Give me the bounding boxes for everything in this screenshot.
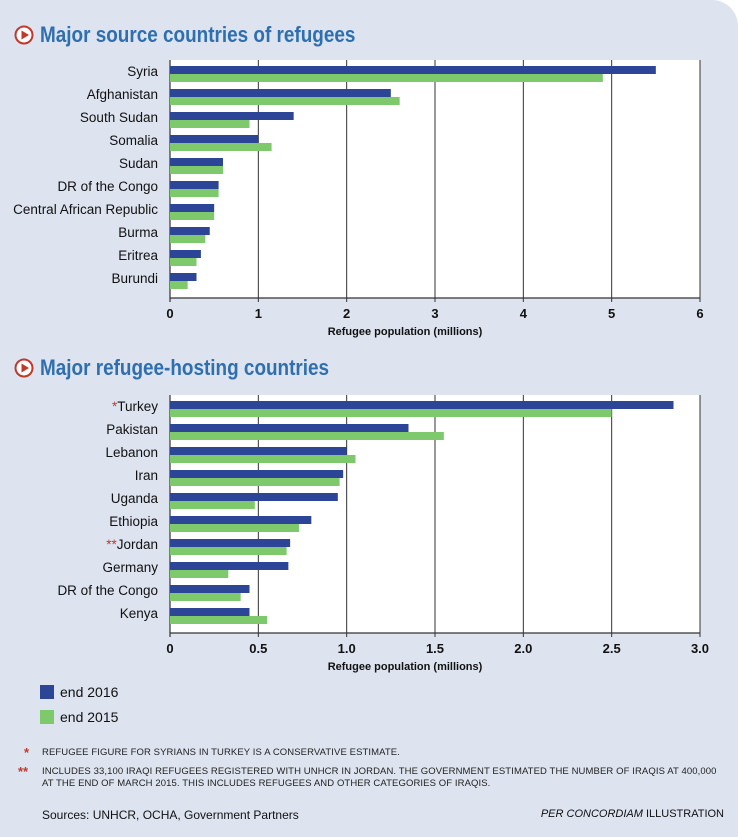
category-label: Central African Republic	[13, 202, 158, 217]
section-title-source: Major source countries of refugees	[14, 22, 407, 48]
bar	[170, 547, 287, 555]
x-axis-label: Refugee population (millions)	[328, 661, 483, 673]
bar	[170, 478, 340, 486]
bar	[170, 258, 197, 266]
category-label: Sudan	[119, 156, 158, 171]
x-tick-label: 1	[255, 306, 262, 321]
bar	[170, 455, 356, 463]
footnote-marker: **	[18, 764, 29, 779]
bar	[170, 273, 197, 281]
bar	[170, 89, 391, 97]
bar	[170, 432, 444, 440]
bar	[170, 120, 250, 128]
legend-swatch	[40, 710, 54, 724]
legend-label: end 2015	[60, 709, 119, 725]
section-title-hosting: Major refugee-hosting countries	[14, 355, 376, 381]
x-tick-label: 2	[343, 306, 350, 321]
bar	[170, 501, 255, 509]
footnote-1: REFUGEE FIGURE FOR SYRIANS IN TURKEY IS …	[42, 747, 400, 758]
category-label: Kenya	[120, 606, 159, 621]
category-label: Afghanistan	[87, 87, 158, 102]
category-label: Pakistan	[106, 422, 158, 437]
legend-item-2015: end 2015	[40, 709, 118, 725]
bar	[170, 66, 656, 74]
bar	[170, 470, 344, 478]
bar	[170, 562, 289, 570]
x-tick-label: 2.5	[603, 641, 621, 656]
bar	[170, 235, 206, 243]
chart-title: Major source countries of refugees	[40, 22, 356, 47]
legend-item-2016: end 2016	[40, 684, 118, 700]
legend-label: end 2016	[60, 684, 119, 700]
bar	[170, 97, 400, 105]
bar	[170, 74, 603, 82]
category-label: Ethiopia	[109, 514, 158, 529]
x-tick-label: 4	[520, 306, 528, 321]
x-tick-label: 0	[166, 306, 173, 321]
x-tick-label: 0.5	[249, 641, 267, 656]
x-axis-label: Refugee population (millions)	[328, 326, 483, 338]
credit-publication: PER CONCORDIAM	[540, 808, 643, 820]
bar	[170, 158, 223, 166]
x-tick-label: 3.0	[691, 641, 709, 656]
illustration-credit: PER CONCORDIAM ILLUSTRATION	[541, 808, 724, 820]
x-tick-label: 5	[608, 306, 615, 321]
bar	[170, 189, 219, 197]
bar	[170, 204, 215, 212]
bar	[170, 424, 409, 432]
bar	[170, 493, 338, 501]
sources-line: Sources: UNHCR, OCHA, Government Partner…	[42, 808, 299, 822]
credit-label: ILLUSTRATION	[645, 808, 724, 820]
category-label: DR of the Congo	[57, 583, 158, 598]
bar	[170, 250, 201, 258]
hosting-countries-chart: 0 0.5 1.0 1.5 2.0 2.5 3.0 *Turkey Pakistan Lebano…	[57, 395, 709, 673]
category-label: *Turkey	[112, 399, 158, 414]
bar	[170, 539, 291, 547]
bar	[170, 616, 268, 624]
bar	[170, 570, 229, 578]
bar	[170, 401, 674, 409]
footnote-2: INCLUDES 33,100 IRAQI REFUGEES REGISTERE…	[42, 766, 717, 789]
bar	[170, 524, 299, 532]
category-label: Syria	[127, 64, 158, 79]
category-label: DR of the Congo	[57, 179, 158, 194]
category-label: **Jordan	[106, 537, 158, 552]
bar	[170, 281, 188, 289]
category-label: Lebanon	[105, 445, 158, 460]
bar	[170, 143, 272, 151]
bar	[170, 212, 215, 220]
chart-title: Major refugee-hosting countries	[40, 355, 330, 380]
x-tick-label: 1.5	[426, 641, 444, 656]
x-tick-label: 3	[431, 306, 438, 321]
category-label: Iran	[135, 468, 158, 483]
bar	[170, 181, 219, 189]
bar	[170, 166, 223, 174]
bar	[170, 516, 312, 524]
source-countries-chart: 0 1 2 3 4 5 6 Syria Afghanistan South Sudan Somali…	[13, 60, 704, 338]
category-label: Germany	[102, 560, 158, 575]
category-label: Burundi	[111, 271, 158, 286]
bar	[170, 593, 241, 601]
category-label: Uganda	[111, 491, 159, 506]
play-circle-icon	[14, 358, 34, 378]
x-tick-label: 2.0	[514, 641, 532, 656]
bar	[170, 112, 294, 120]
bar	[170, 135, 259, 143]
category-label: Somalia	[109, 133, 158, 148]
category-label: South Sudan	[80, 110, 158, 125]
bar	[170, 447, 347, 455]
bar	[170, 227, 210, 235]
category-label: Burma	[118, 225, 158, 240]
category-label: Eritrea	[118, 248, 158, 263]
play-circle-icon	[14, 25, 34, 45]
x-tick-label: 6	[696, 306, 703, 321]
x-tick-label: 1.0	[338, 641, 356, 656]
bar	[170, 608, 250, 616]
legend-swatch	[40, 685, 54, 699]
footnote-marker: *	[24, 745, 30, 760]
bar	[170, 409, 612, 417]
x-tick-label: 0	[166, 641, 173, 656]
bar	[170, 585, 250, 593]
